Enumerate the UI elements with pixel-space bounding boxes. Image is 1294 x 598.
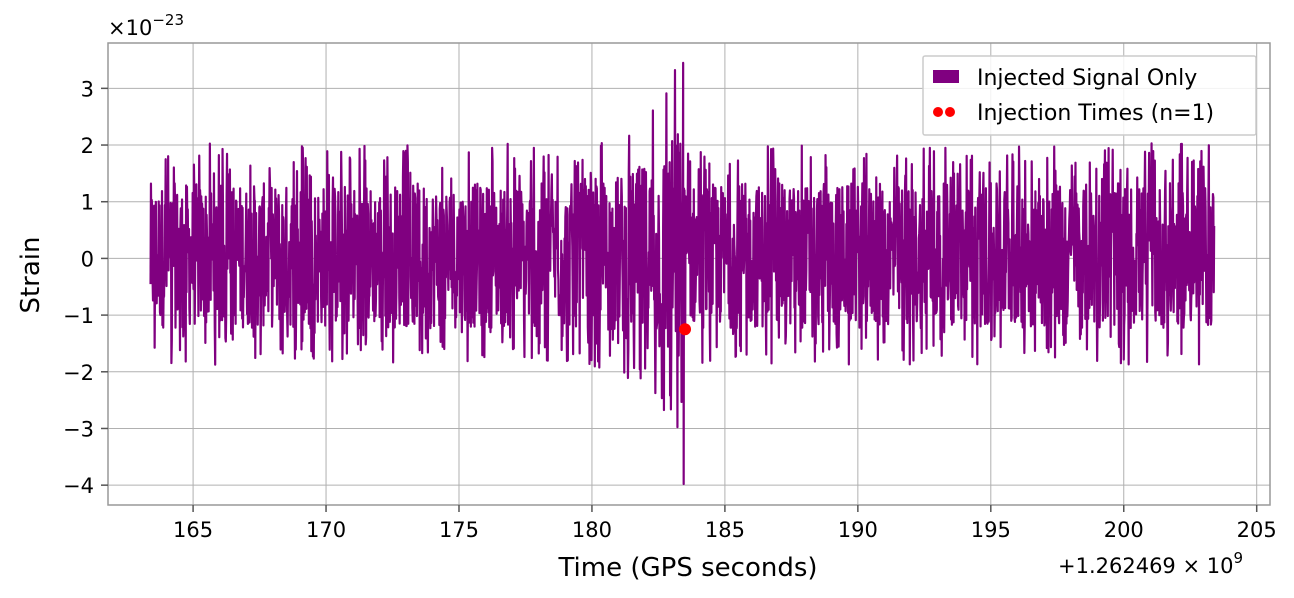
x-tick-label: 195	[971, 518, 1011, 542]
x-tick-label: 205	[1237, 518, 1277, 542]
injection-time-point	[679, 323, 692, 336]
y-tick-label: 0	[81, 247, 94, 271]
plot-series	[149, 61, 1216, 486]
plot-frame	[107, 42, 1271, 506]
y-scale-base: ×10	[108, 16, 152, 40]
signal-trace	[149, 61, 1216, 486]
y-tick-label: −3	[63, 417, 94, 441]
legend: Injected Signal Only Injection Times (n=…	[922, 55, 1257, 136]
legend-label-injected-signal: Injected Signal Only	[977, 66, 1197, 91]
legend-frame	[922, 55, 1257, 136]
x-axis-ticks: 165 170 175 180 185 190 195 200 205	[173, 505, 1277, 542]
x-tick-label: 200	[1104, 518, 1144, 542]
legend-marker-injection-times	[933, 107, 943, 117]
y-tick-label: −1	[63, 304, 94, 328]
y-tick-label: −4	[63, 474, 94, 498]
x-tick-label: 170	[306, 518, 346, 542]
x-offset-text: +1.262469 × 109	[1058, 549, 1243, 578]
y-tick-label: −2	[63, 361, 94, 385]
x-tick-label: 165	[173, 518, 213, 542]
x-tick-label: 180	[572, 518, 612, 542]
x-tick-label: 185	[705, 518, 745, 542]
x-axis-title: Time (GPS seconds)	[557, 553, 817, 583]
y-tick-label: 3	[81, 77, 94, 101]
y-tick-label: 1	[81, 191, 94, 215]
x-tick-label: 175	[439, 518, 479, 542]
legend-marker-injection-times	[945, 107, 955, 117]
x-offset-base: +1.262469 × 10	[1058, 554, 1233, 578]
x-offset-exponent: 9	[1233, 549, 1243, 567]
legend-swatch-injected-signal	[933, 70, 959, 83]
legend-label-injection-times: Injection Times (n=1)	[977, 101, 1214, 126]
x-tick-label: 190	[838, 518, 878, 542]
y-axis-title: Strain	[16, 236, 46, 313]
y-axis-ticks: −4 −3 −2 −1 0 1 2 3	[63, 77, 108, 498]
y-scale-factor: ×10−23	[108, 11, 184, 40]
y-tick-label: 2	[81, 134, 94, 158]
y-scale-exponent: −23	[152, 11, 184, 29]
